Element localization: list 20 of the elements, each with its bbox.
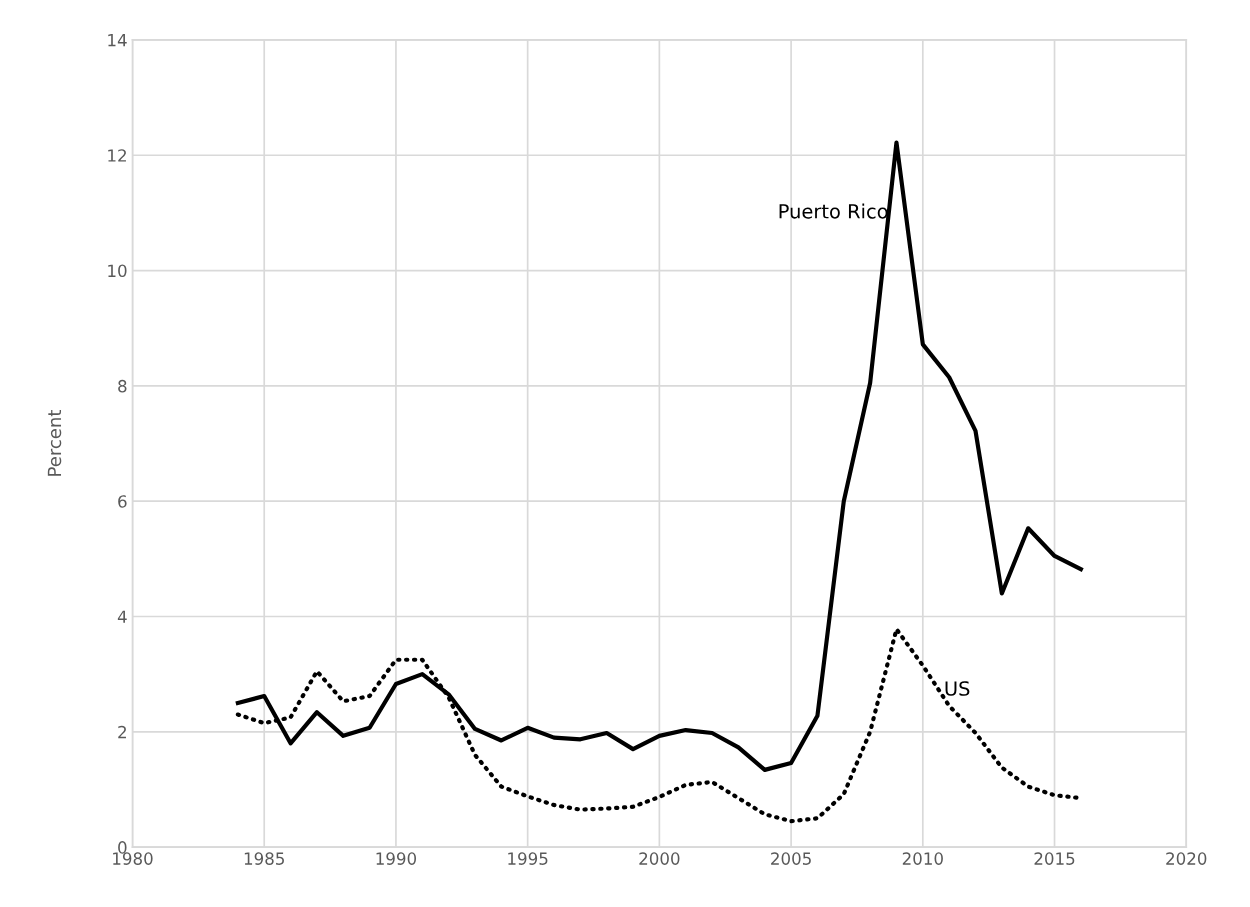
x-tick-label: 2010 xyxy=(902,852,943,865)
x-tick-label: 1995 xyxy=(508,852,548,865)
y-tick-label: 10 xyxy=(108,264,127,278)
series-label: Puerto Rico xyxy=(779,203,888,219)
x-tick-label: 2000 xyxy=(639,852,680,865)
x-tick-label: 1980 xyxy=(113,852,153,865)
x-tick-label: 2015 xyxy=(1034,852,1075,865)
y-tick-label: 8 xyxy=(118,379,127,393)
x-tick-label: 1990 xyxy=(376,852,417,865)
y-tick-label: 6 xyxy=(118,495,127,508)
x-tick-label: 2020 xyxy=(1166,852,1207,865)
y-tick-label: 2 xyxy=(118,725,126,739)
y-axis-title: Percent xyxy=(47,410,62,476)
y-tick-label: 4 xyxy=(117,610,127,623)
y-tick-label: 14 xyxy=(108,34,127,47)
y-tick-label: 0 xyxy=(118,841,127,854)
y-tick-label: 12 xyxy=(108,149,126,162)
x-tick-label: 2005 xyxy=(771,852,811,865)
series-label: US xyxy=(945,681,970,696)
x-tick-label: 1985 xyxy=(244,852,284,865)
